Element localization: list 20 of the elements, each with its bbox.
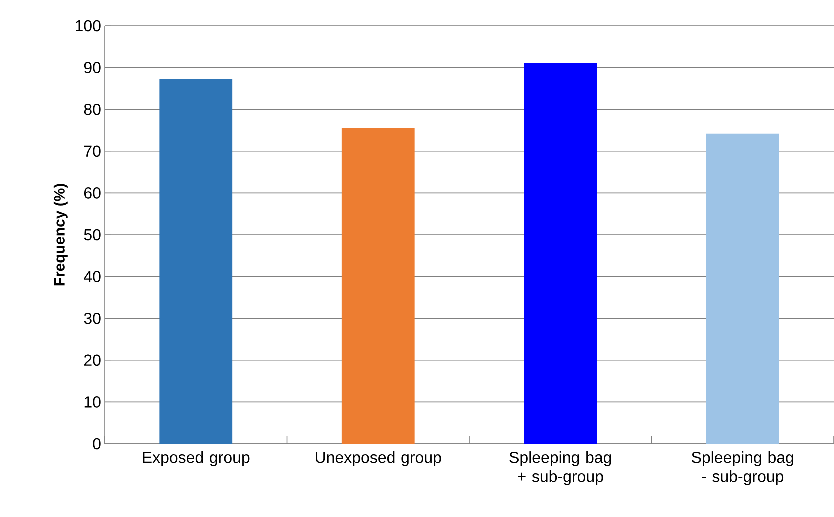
- x-tick-label: Spleeping bag - sub-group: [692, 452, 794, 486]
- x-tick-label: Exposed group: [143, 452, 250, 466]
- y-tick-label: 10: [84, 396, 101, 408]
- bar: [160, 79, 233, 444]
- y-tick-label: 50: [84, 229, 101, 241]
- y-tick-label: 30: [84, 312, 101, 324]
- y-tick-label: 20: [84, 354, 101, 366]
- y-tick-label: 80: [84, 104, 101, 116]
- bar: [342, 128, 415, 444]
- y-tick-label: 0: [93, 438, 101, 450]
- bar: [524, 63, 598, 444]
- y-tick-label: 60: [84, 188, 101, 199]
- x-tick-label: Spleeping bag + sub-group: [510, 452, 612, 486]
- bar: [706, 134, 780, 444]
- y-axis-title: Frequency (%): [54, 184, 68, 286]
- x-tick-label: Unexposed group: [316, 452, 442, 466]
- y-tick-label: 90: [84, 62, 101, 74]
- y-tick-label: 100: [76, 20, 101, 32]
- y-tick-label: 70: [84, 146, 101, 158]
- y-tick-label: 40: [84, 271, 101, 282]
